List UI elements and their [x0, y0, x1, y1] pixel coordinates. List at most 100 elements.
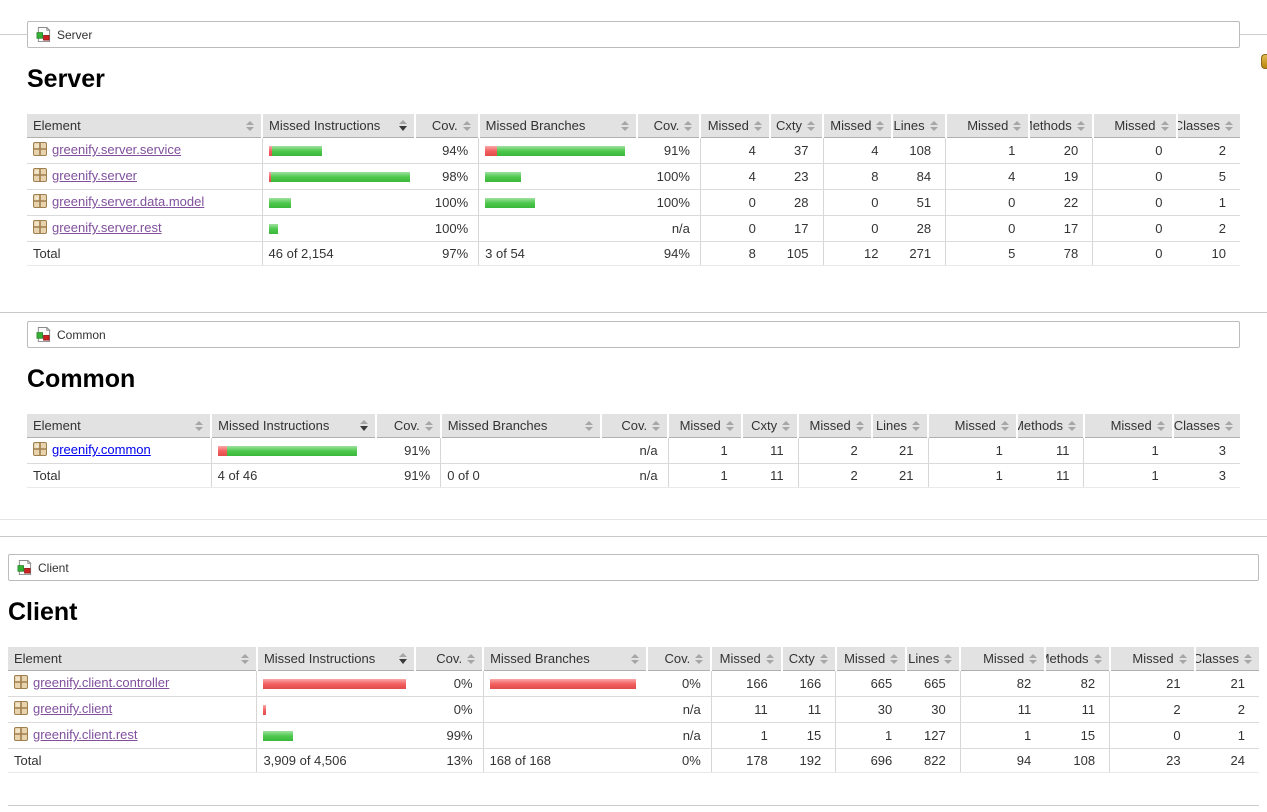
column-header-num-10[interactable]: Methods: [1044, 647, 1110, 671]
missed-branches-cell: [482, 696, 647, 723]
column-header-num-12[interactable]: Classes: [1171, 414, 1240, 438]
sort-updown-icon: [424, 420, 434, 431]
branches-coverage-cell: n/a: [646, 722, 712, 749]
column-header-num-9[interactable]: Missed: [927, 414, 1017, 438]
breadcrumb-label: Server: [57, 27, 93, 42]
column-header-num-11[interactable]: Missed: [1091, 114, 1177, 138]
total-metric-cell: 11: [1016, 463, 1084, 488]
branches-coverage-cell: 91%: [637, 137, 701, 164]
column-header-label: Lines: [893, 118, 925, 133]
sort-updown-icon: [807, 120, 816, 131]
element-link[interactable]: greenify.server.rest: [52, 220, 162, 235]
missed-instructions-bar: [263, 679, 408, 689]
column-header-num-7[interactable]: Missed: [834, 647, 907, 671]
sort-updown-icon: [584, 420, 594, 431]
section-end-divider: [8, 805, 1259, 806]
column-header-el-0[interactable]: Element: [27, 114, 263, 138]
column-header-el-0[interactable]: Element: [27, 414, 212, 438]
total-branches-coverage-cell: n/a: [600, 463, 669, 488]
column-header-num-6[interactable]: Cxty: [780, 647, 836, 671]
element-link[interactable]: greenify.client.controller: [33, 675, 170, 690]
column-header-ibar-1[interactable]: Missed Instructions: [210, 414, 376, 438]
column-header-num-10[interactable]: Methods: [1015, 414, 1084, 438]
column-header-label: Missed Branches: [485, 118, 586, 133]
column-header-label: Missed: [719, 651, 761, 666]
element-link[interactable]: greenify.server.data.model: [52, 194, 205, 209]
total-instructions-cell: 46 of 2,154: [261, 241, 416, 266]
column-header-num-12[interactable]: Classes: [1175, 114, 1240, 138]
column-header-num-5[interactable]: Missed: [699, 114, 770, 138]
sort-updown-icon: [684, 120, 693, 131]
column-header-bbar-3[interactable]: Missed Branches: [482, 647, 647, 671]
column-header-el-0[interactable]: Element: [8, 647, 257, 671]
element-link[interactable]: greenify.client: [33, 701, 113, 716]
table-row: greenify.client.controller 0% 0% 166 166 665 6…: [8, 670, 1259, 697]
metric-cell: 17: [769, 215, 823, 242]
column-header-cov-2[interactable]: Cov.: [374, 414, 441, 438]
column-header-num-7[interactable]: Missed: [797, 414, 872, 438]
sort-updown-icon: [462, 120, 472, 131]
column-header-label: Missed: [954, 418, 996, 433]
column-header-bbar-3[interactable]: Missed Branches: [477, 114, 638, 138]
metric-cell: 11: [1016, 437, 1084, 464]
column-header-label: Cov.: [653, 118, 680, 133]
column-header-num-5[interactable]: Missed: [667, 414, 742, 438]
header-content: Cov.: [422, 651, 476, 666]
sort-updown-icon: [1160, 120, 1170, 131]
bar-red-segment: [485, 146, 498, 156]
column-header-num-5[interactable]: Missed: [710, 647, 782, 671]
package-icon: [33, 168, 47, 185]
column-header-ibar-1[interactable]: Missed Instructions: [255, 647, 415, 671]
column-header-ibar-1[interactable]: Missed Instructions: [261, 114, 416, 138]
column-header-num-11[interactable]: Missed: [1108, 647, 1195, 671]
sort-updown-icon: [725, 420, 735, 431]
header-content: Missed Branches: [486, 118, 630, 133]
column-header-num-8[interactable]: Lines: [905, 647, 961, 671]
header-content: Missed: [707, 118, 762, 133]
column-header-cov-4[interactable]: Cov.: [645, 647, 712, 671]
instructions-coverage-cell: 100%: [415, 215, 479, 242]
element-link[interactable]: greenify.common: [52, 442, 151, 457]
column-header-num-12[interactable]: Classes: [1193, 647, 1259, 671]
element-link[interactable]: greenify.client.rest: [33, 727, 138, 742]
coverage-table: Element Missed Instructions Cov. Missed Bra…: [27, 414, 1240, 488]
column-header-num-10[interactable]: Methods: [1028, 114, 1093, 138]
total-instructions-cell: 3,909 of 4,506: [256, 748, 415, 773]
column-header-num-9[interactable]: Missed: [944, 114, 1030, 138]
header-content: Missed Instructions: [269, 118, 408, 133]
table-row: greenify.server.data.model 100% 100% 0 28 0 51…: [27, 189, 1240, 216]
column-header-num-7[interactable]: Missed: [821, 114, 893, 138]
column-header-num-6[interactable]: Cxty: [740, 414, 799, 438]
column-header-cov-4[interactable]: Cov.: [599, 414, 669, 438]
bar-green-segment: [226, 446, 357, 456]
sort-updown-icon: [1029, 653, 1038, 664]
sort-updown-icon: [929, 120, 939, 131]
column-header-cov-2[interactable]: Cov.: [414, 114, 479, 138]
header-content: Cov.: [422, 118, 471, 133]
column-header-label: Missed Instructions: [269, 118, 381, 133]
element-link[interactable]: greenify.server.service: [52, 142, 182, 157]
column-header-num-9[interactable]: Missed: [959, 647, 1046, 671]
column-header-cov-4[interactable]: Cov.: [636, 114, 701, 138]
element-link[interactable]: greenify.server: [52, 168, 138, 183]
header-content: Cov.: [383, 418, 434, 433]
sort-updown-icon: [1093, 653, 1103, 664]
missed-branches-bar: [485, 146, 631, 156]
column-header-num-11[interactable]: Missed: [1082, 414, 1173, 438]
report-group-icon: [36, 327, 51, 342]
element-cell: greenify.server: [27, 163, 263, 190]
column-header-cov-2[interactable]: Cov.: [413, 647, 484, 671]
total-metric-cell: 8: [699, 241, 770, 266]
column-header-label: Classes: [1176, 118, 1220, 133]
metric-cell: 0: [822, 215, 893, 242]
column-header-num-8[interactable]: Lines: [870, 414, 929, 438]
sort-updown-icon: [1156, 420, 1166, 431]
total-metric-cell: 0: [1092, 241, 1177, 266]
column-header-num-6[interactable]: Cxty: [768, 114, 823, 138]
metric-cell: 1: [959, 722, 1046, 749]
column-header-bbar-3[interactable]: Missed Branches: [439, 414, 601, 438]
column-header-num-8[interactable]: Lines: [891, 114, 946, 138]
total-label-cell: Total: [27, 463, 212, 488]
metric-cell: 19: [1029, 163, 1093, 190]
instructions-coverage-cell: 99%: [414, 722, 484, 749]
